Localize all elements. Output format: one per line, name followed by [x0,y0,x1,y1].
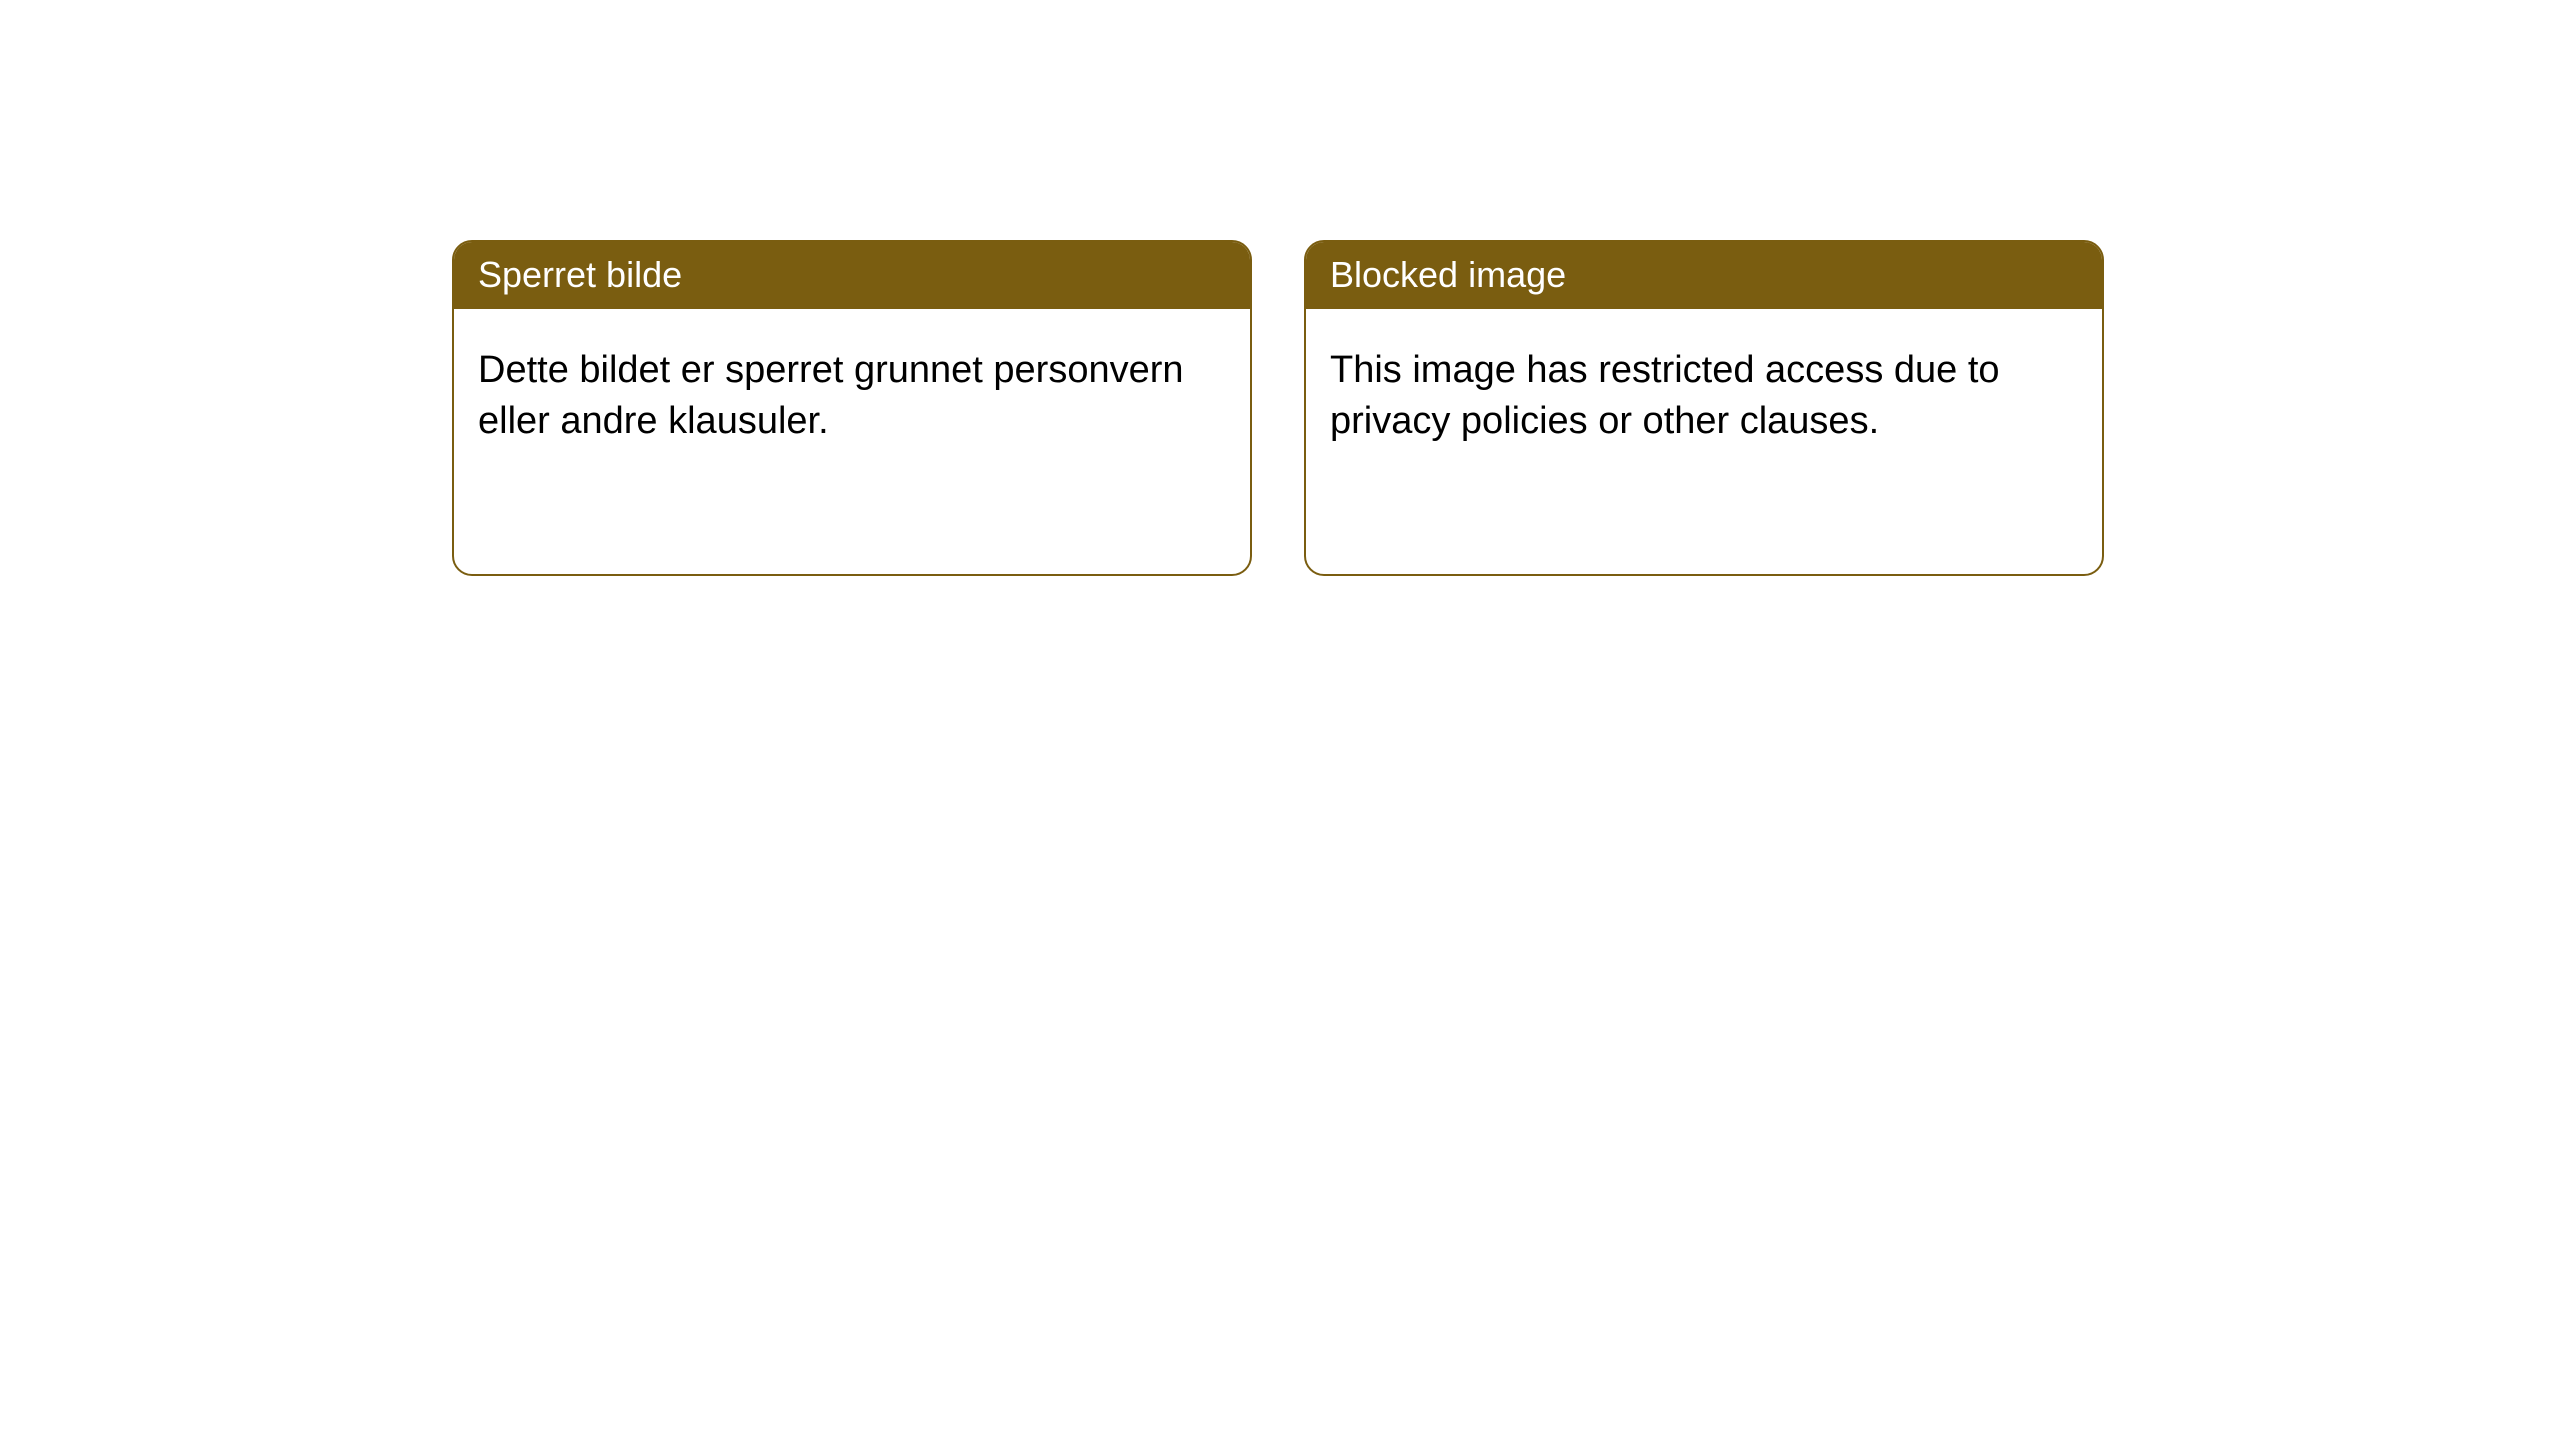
notice-container: Sperret bilde Dette bildet er sperret gr… [452,240,2104,576]
notice-title-english: Blocked image [1330,254,1566,295]
notice-card-english: Blocked image This image has restricted … [1304,240,2104,576]
notice-text-norwegian: Dette bildet er sperret grunnet personve… [478,349,1184,442]
notice-body-english: This image has restricted access due to … [1306,309,2102,484]
notice-header-english: Blocked image [1306,242,2102,309]
notice-header-norwegian: Sperret bilde [454,242,1250,309]
notice-title-norwegian: Sperret bilde [478,254,682,295]
notice-body-norwegian: Dette bildet er sperret grunnet personve… [454,309,1250,484]
notice-card-norwegian: Sperret bilde Dette bildet er sperret gr… [452,240,1252,576]
notice-text-english: This image has restricted access due to … [1330,349,2000,442]
